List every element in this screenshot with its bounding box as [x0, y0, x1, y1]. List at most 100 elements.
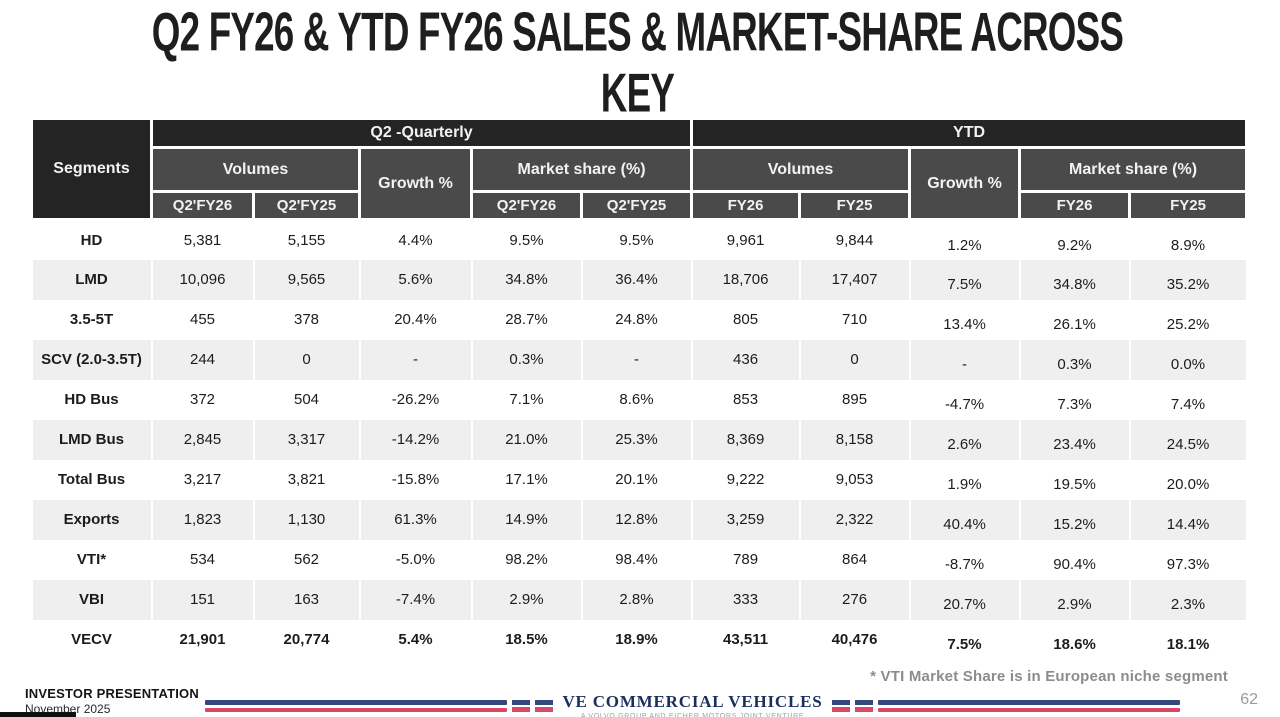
cell-segment: LMD — [30, 259, 153, 300]
cell-q2-market-share-fy26: 98.2% — [470, 539, 583, 580]
cell-q2-volume-fy25: 3,821 — [252, 459, 361, 500]
cell-q2-growth: -26.2% — [358, 379, 473, 420]
cell-ytd-volume-fy26: 805 — [690, 299, 801, 340]
cell-ytd-market-share-fy25: 14.4% — [1128, 499, 1248, 540]
cell-q2-market-share-fy26: 21.0% — [470, 419, 583, 460]
table-row: SCV (2.0-3.5T) 244 0 - 0.3% - 436 0 - 0.… — [30, 339, 1248, 380]
cell-segment: Total Bus — [30, 459, 153, 500]
cell-ytd-market-share-fy26: 2.9% — [1018, 579, 1131, 620]
cell-q2-volume-fy26: 455 — [150, 299, 255, 340]
footer-presentation-title: INVESTOR PRESENTATION — [25, 686, 199, 701]
cell-ytd-market-share-fy25: 8.9% — [1128, 219, 1248, 260]
footer-divider-left — [205, 700, 508, 712]
cell-q2-growth: 20.4% — [358, 299, 473, 340]
ytd-vol-fy25-header: FY25 — [798, 190, 912, 221]
stripe-flag-icon — [512, 700, 531, 712]
cell-q2-market-share-fy25: 36.4% — [580, 259, 693, 300]
table-body: HD 5,381 5,155 4.4% 9.5% 9.5% 9,961 9,84… — [30, 219, 1248, 660]
cell-ytd-market-share-fy25: 97.3% — [1128, 539, 1248, 580]
cell-ytd-growth: 20.7% — [908, 579, 1021, 620]
cell-ytd-market-share-fy25: 25.2% — [1128, 299, 1248, 340]
cell-q2-market-share-fy25: 24.8% — [580, 299, 693, 340]
cell-ytd-growth: 1.9% — [908, 459, 1021, 500]
cell-ytd-volume-fy25: 0 — [798, 339, 911, 380]
cell-q2-volume-fy26: 5,381 — [150, 219, 255, 260]
q2-market-share-header: Market share (%) — [469, 146, 694, 193]
cell-q2-growth: -7.4% — [358, 579, 473, 620]
cell-ytd-market-share-fy26: 23.4% — [1018, 419, 1131, 460]
cell-q2-market-share-fy25: 2.8% — [580, 579, 693, 620]
logo-subtitle: A VOLVO GROUP AND EICHER MOTORS JOINT VE… — [580, 713, 805, 717]
q2-volumes-header: Volumes — [150, 146, 361, 193]
cell-q2-market-share-fy26: 17.1% — [470, 459, 583, 500]
cell-q2-growth: 4.4% — [358, 219, 473, 260]
cell-ytd-growth: -8.7% — [908, 539, 1021, 580]
ytd-growth-header: Growth % — [908, 146, 1022, 221]
cell-q2-market-share-fy26: 7.1% — [470, 379, 583, 420]
cell-q2-volume-fy25: 9,565 — [252, 259, 361, 300]
cell-ytd-volume-fy26: 789 — [690, 539, 801, 580]
table-row: HD Bus 372 504 -26.2% 7.1% 8.6% 853 895 … — [30, 379, 1248, 420]
cell-ytd-growth: 40.4% — [908, 499, 1021, 540]
cell-ytd-volume-fy26: 18,706 — [690, 259, 801, 300]
cell-q2-market-share-fy26: 9.5% — [470, 219, 583, 260]
cell-ytd-market-share-fy26: 0.3% — [1018, 339, 1131, 380]
cell-ytd-growth: -4.7% — [908, 379, 1021, 420]
cell-q2-volume-fy26: 151 — [150, 579, 255, 620]
cell-ytd-market-share-fy26: 26.1% — [1018, 299, 1131, 340]
cell-ytd-volume-fy25: 276 — [798, 579, 911, 620]
cell-ytd-market-share-fy26: 90.4% — [1018, 539, 1131, 580]
cell-ytd-volume-fy25: 40,476 — [798, 619, 911, 660]
cell-ytd-market-share-fy25: 24.5% — [1128, 419, 1248, 460]
table-row: HD 5,381 5,155 4.4% 9.5% 9.5% 9,961 9,84… — [30, 219, 1248, 260]
cell-ytd-growth: - — [908, 339, 1021, 380]
cell-ytd-volume-fy25: 864 — [798, 539, 911, 580]
ytd-group-header: YTD — [690, 117, 1249, 149]
bottom-left-strip — [0, 712, 76, 717]
cell-ytd-volume-fy25: 895 — [798, 379, 911, 420]
cell-ytd-market-share-fy25: 2.3% — [1128, 579, 1248, 620]
cell-q2-market-share-fy25: 12.8% — [580, 499, 693, 540]
table-row: VBI 151 163 -7.4% 2.9% 2.8% 333 276 20.7… — [30, 579, 1248, 620]
footer-band: VE COMMERCIAL VEHICLES A VOLVO GROUP AND… — [205, 692, 1180, 717]
cell-ytd-volume-fy25: 710 — [798, 299, 911, 340]
cell-segment: 3.5-5T — [30, 299, 153, 340]
cell-ytd-volume-fy26: 43,511 — [690, 619, 801, 660]
table-row: LMD Bus 2,845 3,317 -14.2% 21.0% 25.3% 8… — [30, 419, 1248, 460]
cell-ytd-volume-fy25: 17,407 — [798, 259, 911, 300]
footer-divider-right — [877, 700, 1180, 712]
cell-q2-volume-fy26: 534 — [150, 539, 255, 580]
cell-ytd-volume-fy26: 9,961 — [690, 219, 801, 260]
segments-column-header: Segments — [30, 117, 153, 221]
cell-ytd-market-share-fy25: 0.0% — [1128, 339, 1248, 380]
ytd-ms-fy26-header: FY26 — [1018, 190, 1132, 221]
cell-q2-growth: - — [358, 339, 473, 380]
cell-q2-volume-fy25: 378 — [252, 299, 361, 340]
cell-segment: VECV — [30, 619, 153, 660]
cell-ytd-volume-fy26: 436 — [690, 339, 801, 380]
cell-segment: Exports — [30, 499, 153, 540]
cell-q2-volume-fy25: 562 — [252, 539, 361, 580]
logo-title: VE COMMERCIAL VEHICLES — [562, 692, 823, 711]
q2-quarterly-group-header: Q2 -Quarterly — [149, 117, 694, 149]
cell-ytd-growth: 13.4% — [908, 299, 1021, 340]
ytd-vol-fy26-header: FY26 — [690, 190, 802, 221]
ve-commercial-vehicles-logo: VE COMMERCIAL VEHICLES A VOLVO GROUP AND… — [558, 692, 826, 717]
cell-ytd-market-share-fy26: 7.3% — [1018, 379, 1131, 420]
table-row: 3.5-5T 455 378 20.4% 28.7% 24.8% 805 710… — [30, 299, 1248, 340]
cell-ytd-market-share-fy26: 15.2% — [1018, 499, 1131, 540]
cell-q2-volume-fy26: 244 — [150, 339, 255, 380]
cell-q2-market-share-fy26: 14.9% — [470, 499, 583, 540]
stripe-flag-icon — [854, 700, 873, 712]
cell-segment: VTI* — [30, 539, 153, 580]
cell-ytd-growth: 1.2% — [908, 219, 1021, 260]
cell-ytd-growth: 2.6% — [908, 419, 1021, 460]
cell-ytd-market-share-fy26: 19.5% — [1018, 459, 1131, 500]
cell-q2-market-share-fy25: 9.5% — [580, 219, 693, 260]
cell-q2-market-share-fy26: 2.9% — [470, 579, 583, 620]
sales-market-share-table: Segments Q2 -Quarterly YTD Volumes Growt… — [30, 117, 1249, 660]
table-row: Exports 1,823 1,130 61.3% 14.9% 12.8% 3,… — [30, 499, 1248, 540]
stripe-flag-icon — [535, 700, 554, 712]
cell-ytd-volume-fy25: 8,158 — [798, 419, 911, 460]
